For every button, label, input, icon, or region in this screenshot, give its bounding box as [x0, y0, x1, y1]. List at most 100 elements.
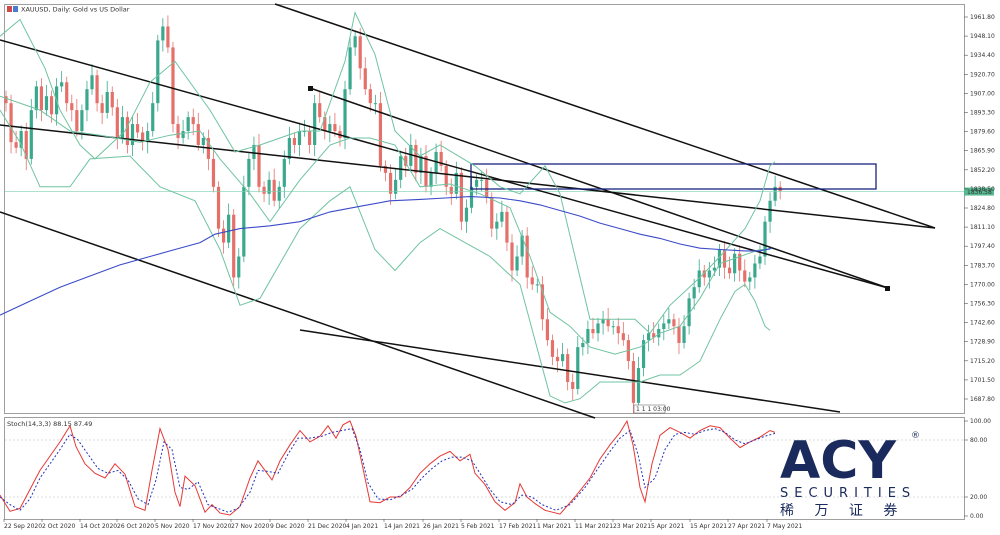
- candle-body: [110, 92, 114, 108]
- candle-body: [323, 117, 327, 132]
- symbol-icons: [7, 6, 18, 12]
- candle-body: [171, 47, 175, 125]
- candle-body: [277, 186, 281, 201]
- candle-body: [252, 144, 256, 159]
- candle-body: [115, 107, 119, 139]
- candle-body: [515, 256, 519, 271]
- candle-body: [495, 221, 499, 229]
- candle-body: [70, 103, 74, 111]
- candle-body: [135, 124, 140, 133]
- candle-body: [292, 138, 297, 145]
- price-tick-label: 1838.50: [970, 186, 995, 193]
- price-tick-label: 1934.40: [970, 52, 995, 59]
- price-tick-label: 1893.30: [970, 110, 995, 117]
- stoch-tick-label: 100.00: [970, 418, 991, 425]
- candle-body: [419, 156, 423, 173]
- date-tick-label: 27 Nov 2020: [231, 523, 270, 530]
- date-tick-label: 17 Nov 2020: [193, 523, 232, 530]
- date-tick-label: 11 Mar 2021: [575, 523, 613, 530]
- candle-body: [181, 131, 185, 139]
- candle-body: [378, 103, 383, 166]
- stoch-tick-label: 80.00: [970, 437, 987, 444]
- candle-body: [773, 186, 777, 201]
- price-tick-label: 1865.90: [970, 148, 995, 155]
- price-tick-label: 1811.10: [970, 224, 995, 231]
- candle-body: [156, 40, 160, 104]
- candle-body: [120, 117, 124, 139]
- candle-body: [727, 267, 732, 274]
- candle-body: [641, 340, 646, 369]
- stoch-tick-label: 0.00: [970, 513, 984, 520]
- candle-body: [343, 89, 347, 139]
- candle-body: [60, 82, 64, 87]
- moving-average-line: [0, 196, 773, 316]
- date-tick-label: 23 Mar 2021: [613, 523, 651, 530]
- candle-body: [399, 156, 403, 180]
- trendline: [0, 124, 936, 229]
- resistance-zone: [470, 163, 877, 190]
- candle-body: [525, 235, 529, 278]
- candle-body: [611, 326, 615, 328]
- date-tick-label: 21 Dec 2020: [308, 523, 347, 530]
- price-tick-label: 1948.10: [970, 33, 995, 40]
- candle-body: [464, 207, 469, 222]
- date-tick-label: 17 Feb 2021: [499, 523, 537, 530]
- candle-body: [722, 249, 727, 268]
- candle-body: [657, 329, 661, 338]
- candle-body: [566, 354, 570, 382]
- candle-body: [647, 333, 651, 341]
- candle-body: [743, 270, 747, 282]
- candle-body: [242, 186, 246, 257]
- candle-body: [469, 186, 474, 208]
- indicator-overlays: 1836.58 1 1 1 03:00: [0, 3, 994, 419]
- candle-body: [141, 132, 145, 143]
- candle-body: [717, 249, 722, 268]
- candle-body: [535, 284, 539, 286]
- candle-body: [414, 144, 418, 173]
- price-tick-label: 1852.20: [970, 167, 995, 174]
- current-price-tag: [964, 187, 994, 196]
- candle-body: [697, 270, 701, 288]
- candle-body: [550, 340, 555, 357]
- candle-body: [383, 165, 388, 173]
- candle-body: [75, 110, 79, 132]
- price-tick-label: 1920.70: [970, 71, 995, 78]
- main-panel-frame: [4, 4, 965, 414]
- candle-body: [297, 131, 302, 145]
- candle-body: [394, 179, 398, 194]
- candle-body: [130, 124, 135, 145]
- candle-body: [692, 287, 696, 299]
- candle-body: [454, 172, 458, 194]
- candle-body: [90, 75, 94, 90]
- candle-body: [247, 158, 251, 187]
- date-tick-label: 4 Jan 2021: [346, 523, 378, 530]
- price-tick-label: 1742.60: [970, 320, 995, 327]
- price-tick-label: 1728.90: [970, 339, 995, 346]
- candle-body: [105, 92, 109, 113]
- candle-body: [616, 326, 620, 334]
- candle-body: [333, 124, 337, 132]
- candle-body: [540, 284, 544, 320]
- candle-body: [591, 329, 595, 334]
- chart-title: XAUUSD, Daily: Gold vs US Dollar: [21, 6, 130, 14]
- candle-body: [313, 103, 317, 145]
- acy-logo: ACY ® SECURITIES 稀 万 证 券: [780, 431, 920, 519]
- candle-body: [65, 82, 69, 104]
- trendline-anchor: [885, 286, 890, 291]
- candle-body: [510, 242, 514, 271]
- logo-brand: ACY: [780, 431, 897, 491]
- candle-body: [267, 179, 271, 194]
- candle-body: [151, 103, 155, 132]
- candle-body: [682, 326, 686, 343]
- candle-body: [667, 319, 671, 324]
- price-tick-label: 1770.00: [970, 281, 995, 288]
- price-tick-label: 1879.60: [970, 129, 995, 136]
- date-tick-label: 27 Apr 2021: [728, 523, 765, 530]
- candle-body: [530, 277, 534, 285]
- trendline: [0, 211, 596, 419]
- candle-body: [576, 347, 580, 389]
- date-tick-label: 26 Oct 2020: [117, 523, 154, 530]
- candle-body: [272, 179, 276, 201]
- candle-body: [95, 75, 99, 104]
